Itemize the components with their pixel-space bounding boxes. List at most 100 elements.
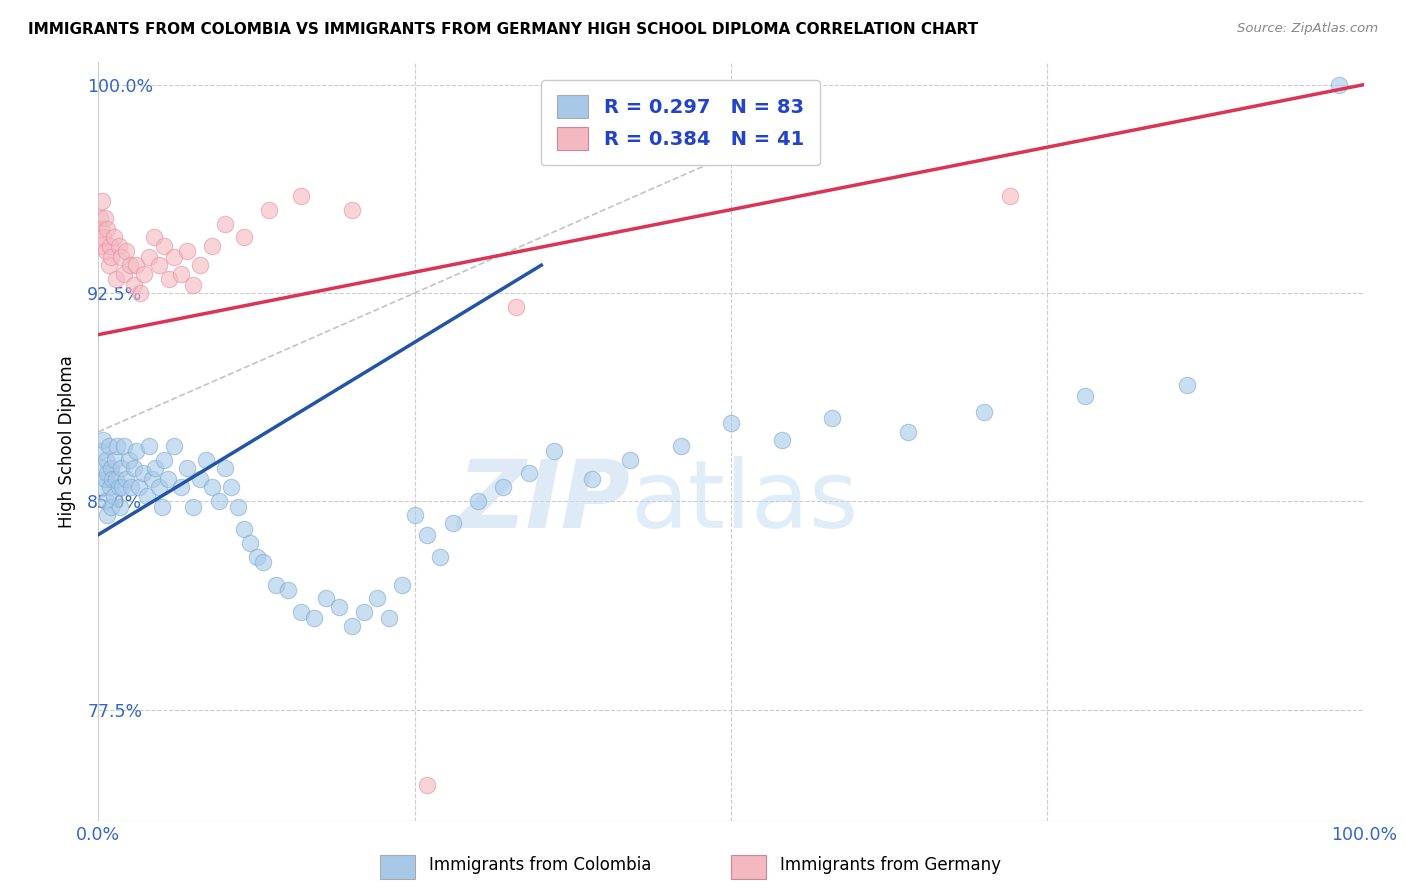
Point: [176, 244, 198, 259]
Point: [148, 258, 170, 272]
Point: [163, 250, 186, 264]
Point: [93, 211, 117, 225]
Point: [302, 611, 325, 625]
Point: [183, 500, 205, 514]
Point: [153, 452, 176, 467]
Point: [104, 452, 127, 467]
Point: [100, 461, 122, 475]
Point: [378, 611, 401, 625]
Point: [821, 411, 844, 425]
Point: [153, 238, 176, 252]
Point: [135, 489, 157, 503]
Point: [150, 500, 173, 514]
Point: [112, 267, 135, 281]
Point: [91, 194, 114, 209]
Point: [669, 439, 692, 453]
Point: [118, 452, 141, 467]
Point: [169, 480, 191, 494]
Point: [125, 258, 148, 272]
Point: [429, 549, 451, 564]
Point: [264, 577, 287, 591]
Point: [239, 536, 262, 550]
Point: [619, 452, 641, 467]
Point: [157, 472, 180, 486]
FancyBboxPatch shape: [380, 855, 415, 879]
Point: [107, 238, 129, 252]
Point: [89, 211, 111, 225]
Point: [770, 433, 793, 447]
Point: [188, 472, 211, 486]
Point: [90, 222, 112, 236]
Point: [1074, 389, 1097, 403]
Point: [226, 500, 249, 514]
Point: [132, 467, 155, 481]
Point: [111, 480, 134, 494]
Point: [128, 480, 150, 494]
Point: [100, 500, 122, 514]
Text: ZIP: ZIP: [457, 456, 630, 549]
Point: [259, 202, 281, 217]
Point: [492, 480, 515, 494]
FancyBboxPatch shape: [731, 855, 766, 879]
Point: [100, 250, 122, 264]
Point: [340, 202, 363, 217]
Point: [141, 472, 163, 486]
Point: [94, 494, 117, 508]
Point: [143, 230, 166, 244]
Point: [105, 272, 128, 286]
Point: [194, 452, 218, 467]
Point: [108, 500, 131, 514]
Point: [290, 188, 312, 202]
Text: Immigrants from Germany: Immigrants from Germany: [780, 856, 1001, 874]
Point: [90, 238, 112, 252]
Point: [252, 555, 274, 569]
Point: [277, 583, 299, 598]
Point: [998, 188, 1021, 202]
Point: [315, 591, 337, 606]
Point: [94, 452, 117, 467]
Point: [163, 439, 186, 453]
Point: [132, 267, 155, 281]
Point: [129, 285, 152, 300]
Point: [201, 480, 224, 494]
Point: [219, 480, 243, 494]
Point: [183, 277, 205, 292]
Point: [208, 494, 231, 508]
Point: [103, 230, 125, 244]
Point: [897, 425, 920, 439]
Legend: R = 0.297   N = 83, R = 0.384   N = 41: R = 0.297 N = 83, R = 0.384 N = 41: [541, 79, 820, 166]
Point: [115, 472, 138, 486]
Point: [125, 444, 148, 458]
Point: [233, 230, 256, 244]
Point: [720, 417, 742, 431]
Point: [96, 222, 118, 236]
Point: [441, 516, 464, 531]
Point: [214, 461, 236, 475]
Point: [103, 489, 125, 503]
Point: [112, 439, 135, 453]
Point: [93, 472, 117, 486]
Point: [115, 244, 138, 259]
Point: [122, 277, 145, 292]
Point: [107, 439, 129, 453]
Point: [404, 508, 426, 523]
Point: [145, 461, 166, 475]
Point: [246, 549, 269, 564]
Point: [97, 439, 120, 453]
Point: [122, 461, 145, 475]
Point: [391, 577, 413, 591]
Point: [91, 461, 114, 475]
Point: [120, 258, 141, 272]
Point: [93, 433, 115, 447]
Point: [340, 619, 363, 633]
Point: [98, 238, 121, 252]
Point: [973, 405, 995, 419]
Point: [581, 472, 603, 486]
Point: [96, 508, 118, 523]
Point: [93, 230, 115, 244]
Point: [110, 461, 132, 475]
Point: [1327, 78, 1350, 92]
Point: [214, 217, 236, 231]
Point: [201, 238, 224, 252]
Point: [1175, 377, 1198, 392]
